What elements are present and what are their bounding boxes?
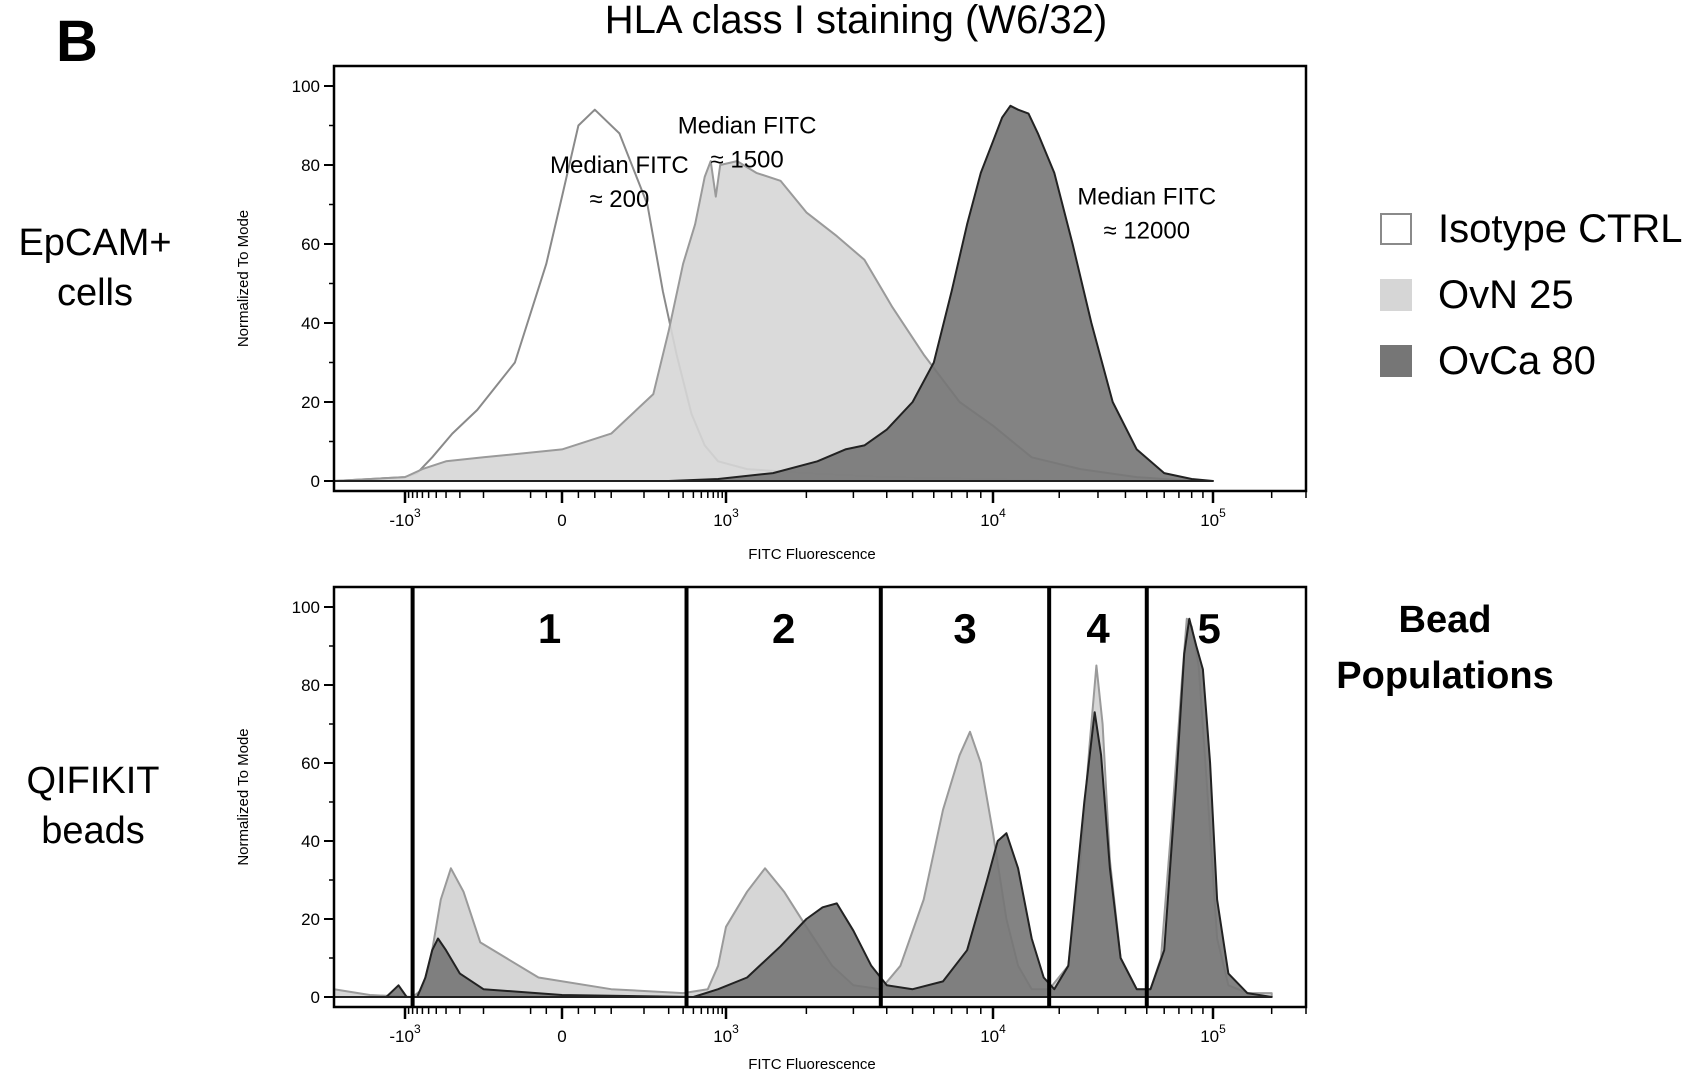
- x-tick-label: 104: [980, 1022, 1006, 1046]
- x-axis-label: FITC Fluorescence: [748, 546, 876, 563]
- gate-label-1: 1: [538, 605, 561, 652]
- legend-label-isotype: Isotype CTRL: [1438, 206, 1683, 251]
- y-tick-label: 20: [301, 910, 320, 929]
- row-label-qifikit-line2: beads: [41, 810, 145, 852]
- series-group: [334, 104, 1214, 482]
- legend-swatch-ovca80: [1380, 345, 1412, 377]
- x-tick-label: 0: [557, 511, 566, 530]
- x-tick-label: 104: [980, 506, 1006, 530]
- x-tick-label: 103: [713, 1022, 739, 1046]
- bead-populations-title-line2: Populations: [1336, 655, 1554, 697]
- row-label-qifikit: QIFIKIT beads: [0, 756, 186, 856]
- row-label-epcam-line1: EpCAM+: [18, 222, 172, 264]
- row-label-epcam-line2: cells: [56, 272, 134, 314]
- x-tick-label: -103: [389, 506, 421, 530]
- y-axis-label: Normalized To Mode: [235, 210, 252, 347]
- median-annotation-title-3: Median FITC: [1077, 184, 1216, 211]
- row-label-qifikit-line1: QIFIKIT: [26, 760, 160, 802]
- y-tick-label: 0: [311, 988, 320, 1007]
- median-annotation-value-1: ≈ 200: [589, 186, 649, 213]
- row-label-epcam: EpCAM+ cells: [0, 218, 190, 318]
- y-tick-label: 60: [301, 235, 320, 254]
- legend-item-ovn25: OvN 25: [1380, 262, 1683, 328]
- x-tick-label: 103: [713, 506, 739, 530]
- legend-label-ovn25: OvN 25: [1438, 272, 1574, 317]
- y-tick-label: 100: [292, 598, 320, 617]
- series-group: [334, 617, 1273, 998]
- gate-label-3: 3: [953, 605, 976, 652]
- y-tick-label: 100: [292, 77, 320, 96]
- median-annotation-title-1: Median FITC: [550, 152, 689, 179]
- median-annotation-value-3: ≈ 12000: [1103, 218, 1190, 245]
- y-tick-label: 0: [311, 472, 320, 491]
- bead-populations-title: Bead Populations: [1310, 592, 1580, 704]
- bead-populations-title-line1: Bead: [1398, 599, 1492, 641]
- plot-frame: [332, 585, 1308, 1009]
- legend-label-ovca80: OvCa 80: [1438, 338, 1596, 383]
- y-tick-label: 80: [301, 156, 320, 175]
- x-tick-label: 105: [1200, 506, 1226, 530]
- gate-label-4: 4: [1086, 605, 1110, 652]
- series-ovca-80: [334, 617, 1273, 998]
- y-tick-label: 40: [301, 314, 320, 333]
- plot-frame: [332, 64, 1308, 493]
- legend-swatch-ovn25: [1380, 279, 1412, 311]
- x-tick-label: 105: [1200, 1022, 1226, 1046]
- series-ovca-80: [334, 104, 1214, 482]
- legend: Isotype CTRL OvN 25 OvCa 80: [1380, 196, 1683, 394]
- median-annotation-title-2: Median FITC: [678, 112, 817, 139]
- legend-item-isotype: Isotype CTRL: [1380, 196, 1683, 262]
- panel-letter: B: [56, 9, 98, 74]
- y-tick-label: 60: [301, 754, 320, 773]
- x-tick-label: 0: [557, 1027, 566, 1046]
- legend-swatch-isotype: [1380, 213, 1412, 245]
- y-tick-label: 20: [301, 393, 320, 412]
- x-tick-label: -103: [389, 1022, 421, 1046]
- y-axis-label: Normalized To Mode: [235, 728, 252, 865]
- x-axis-label: FITC Fluorescence: [748, 1056, 876, 1073]
- gate-label-2: 2: [772, 605, 795, 652]
- chart-panel-2: 1 2 3 4 5 0 20 40 60 80 100 Normalized To Mode -103 0…: [235, 585, 1308, 1073]
- y-tick-label: 80: [301, 676, 320, 695]
- figure-title: HLA class I staining (W6/32): [604, 0, 1108, 42]
- gate-label-5: 5: [1198, 605, 1221, 652]
- chart-panel-1: 0 20 40 60 80 100 Normalized To Mode -103 0 103 10…: [235, 64, 1308, 563]
- median-annotation-value-2: ≈ 1500: [711, 146, 784, 173]
- y-tick-label: 40: [301, 832, 320, 851]
- legend-item-ovca80: OvCa 80: [1380, 328, 1683, 394]
